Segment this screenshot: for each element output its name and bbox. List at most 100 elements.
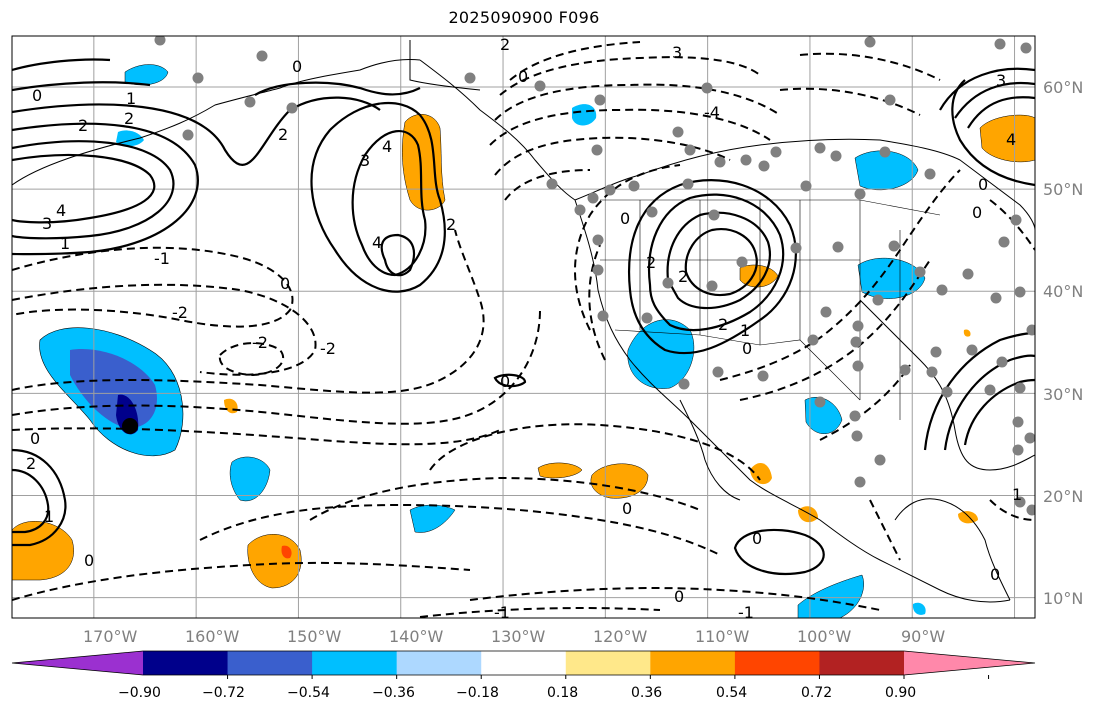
station-dot (712, 366, 724, 378)
station-dot (770, 146, 782, 158)
contour-label: 4 (382, 137, 392, 156)
contour-label: 4 (372, 233, 382, 252)
negative-anomaly-region (912, 602, 926, 615)
lat-tick-label: 30°N (1043, 385, 1083, 404)
station-dot (852, 360, 864, 372)
station-dot (996, 356, 1008, 368)
positive-anomaly-region (958, 511, 978, 524)
contour-label: 1 (44, 507, 54, 526)
colorbar (11, 650, 1036, 679)
contour-label: -1 (738, 603, 754, 622)
station-dot (604, 184, 616, 196)
strong-negative-core (122, 418, 138, 434)
station-dot (966, 344, 978, 356)
contour-label: 1 (60, 234, 70, 253)
lon-tick-label: 140°W (389, 627, 444, 646)
colorbar-segment (650, 651, 736, 675)
station-dot (807, 334, 819, 346)
station-dot (936, 284, 948, 296)
lon-tick-label: 120°W (593, 627, 648, 646)
lon-tick-label: 170°W (83, 627, 138, 646)
contour-label: 0 (280, 274, 290, 293)
negative-anomaly-region (627, 319, 695, 389)
positive-anomaly-region (963, 329, 971, 337)
contour-label: 0 (990, 565, 1000, 584)
contour-label: -2 (320, 339, 336, 358)
contour-label: 2 (500, 35, 510, 54)
station-dot (1014, 286, 1026, 298)
positive-anomaly-region (979, 114, 1035, 163)
lon-tick-label: 130°W (491, 627, 546, 646)
colorbar-segment (565, 651, 651, 675)
station-dot (849, 410, 861, 422)
contour-label: 2 (124, 109, 134, 128)
negative-anomaly-region (229, 456, 271, 502)
station-dot (286, 102, 298, 114)
contour-label: 1 (740, 321, 750, 340)
station-dot (899, 364, 911, 376)
station-dot (740, 154, 752, 166)
contour-label: -1 (154, 249, 170, 268)
colorbar-extend-max (904, 651, 1035, 675)
station-dot (941, 386, 953, 398)
negative-anomaly-region (409, 504, 456, 533)
station-dot (592, 264, 604, 276)
station-dot (678, 378, 690, 390)
lat-tick-label: 60°N (1043, 78, 1083, 97)
station-dot (682, 178, 694, 190)
contour-label: 0 (622, 499, 632, 518)
lat-axis: 10°N 20°N 30°N 40°N 50°N 60°N (1043, 78, 1083, 608)
station-dot (962, 268, 974, 280)
contour-label: -1 (494, 603, 510, 622)
contour-label: 0 (620, 209, 630, 228)
station-dot (154, 36, 166, 46)
chart-title: 2025090900 F096 (448, 8, 600, 27)
coastlines (12, 40, 1035, 603)
station-dot (684, 144, 696, 156)
contour-label: 2 (78, 116, 88, 135)
contour-label: 4 (56, 201, 66, 220)
station-dot (990, 292, 1002, 304)
station-dot (930, 346, 942, 358)
station-dot (534, 80, 546, 92)
station-dot (736, 256, 748, 268)
negative-anomaly-region (797, 574, 864, 618)
station-dot (244, 96, 256, 108)
contour-label: 2 (678, 267, 688, 286)
contour-label: 0 (84, 551, 94, 570)
colorbar-tick-label: −0.72 (202, 685, 245, 701)
station-dot (1024, 432, 1035, 444)
station-dot (708, 209, 720, 221)
station-dot (872, 294, 884, 306)
colorbar-segment (481, 651, 567, 675)
station-dot (757, 370, 769, 382)
contour-label: 0 (30, 429, 40, 448)
contour-label: 0 (674, 587, 684, 606)
lat-lon-grid (12, 36, 1035, 618)
station-dot (830, 150, 842, 162)
station-dot (852, 320, 864, 332)
station-dot (924, 168, 936, 180)
lat-tick-label: 50°N (1043, 180, 1083, 199)
lat-tick-label: 20°N (1043, 487, 1083, 506)
negative-anomaly-region (572, 104, 597, 126)
map-content: 0 1 2 2 4 3 1 0 2 3 4 4 2 -1 -2 -2 -2 0 … (12, 35, 1035, 622)
station-dot (1014, 382, 1026, 394)
contour-label: 2 (646, 253, 656, 272)
station-dot (884, 94, 896, 106)
positive-anomaly-region (750, 463, 772, 485)
contour-label: 3 (42, 214, 52, 233)
strong-positive-core (281, 545, 292, 559)
station-dot (1020, 42, 1032, 54)
contour-label: 0 (972, 203, 982, 222)
station-dots (154, 36, 1035, 516)
station-dot (814, 142, 826, 154)
contour-label: 2 (718, 315, 728, 334)
station-dot (1014, 496, 1026, 508)
station-dot (587, 192, 599, 204)
station-dot (592, 234, 604, 246)
contour-label: 2 (446, 215, 456, 234)
contour-label: 0 (518, 67, 528, 86)
station-dot (758, 160, 770, 172)
contour-label: 0 (752, 529, 762, 548)
